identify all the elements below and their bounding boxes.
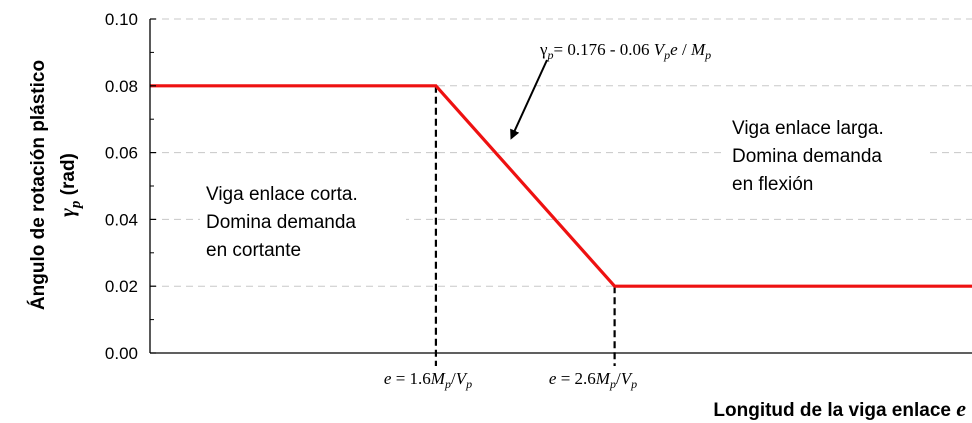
ref-label-1: e = 1.6Mp/Vp (384, 369, 472, 391)
y-tick-labels: 0.00 0.02 0.04 0.06 0.08 0.10 (105, 10, 138, 363)
short-link-label: Viga enlace corta. Domina demanda en cor… (200, 180, 406, 268)
y-tick-label: 0.02 (105, 277, 138, 296)
y-tick-label: 0.10 (105, 10, 138, 29)
equation-background (536, 34, 768, 64)
short-link-line-2: Domina demanda (206, 212, 356, 233)
equation-annotation: γp= 0.176 - 0.06 Vpe / Mp (539, 40, 711, 62)
series (150, 84, 972, 288)
long-link-label: Viga enlace larga. Domina demanda en fle… (726, 114, 930, 196)
y-axis-subtitle: γp (rad) (55, 153, 84, 217)
short-link-line-3: en cortante (206, 240, 301, 261)
y-axis-symbol-unit: γp (rad) (55, 153, 84, 217)
long-link-line-2: Domina demanda (732, 146, 882, 167)
y-tick-label: 0.06 (105, 144, 138, 163)
y-tick-label: 0.04 (105, 210, 138, 229)
long-link-line-1: Viga enlace larga. (732, 118, 884, 139)
long-link-label-background (726, 114, 930, 196)
y-tick-label: 0.00 (105, 344, 138, 363)
short-link-label-background (200, 180, 406, 268)
long-link-line-3: en flexión (732, 174, 813, 195)
reference-lines (434, 85, 616, 366)
equation-arrow (510, 59, 548, 140)
y-tick-label: 0.08 (105, 77, 138, 96)
y-axis-title: Ángulo de rotación plástico (27, 60, 49, 310)
ref-label-2: e = 2.6Mp/Vp (549, 369, 637, 391)
axes (149, 18, 972, 354)
x-axis-title: Longitud de la viga enlace e (713, 396, 966, 421)
y-axis-title-text: Ángulo de rotación plástico (27, 60, 49, 310)
short-link-line-1: Viga enlace corta. (206, 184, 358, 205)
series-line (150, 84, 972, 288)
